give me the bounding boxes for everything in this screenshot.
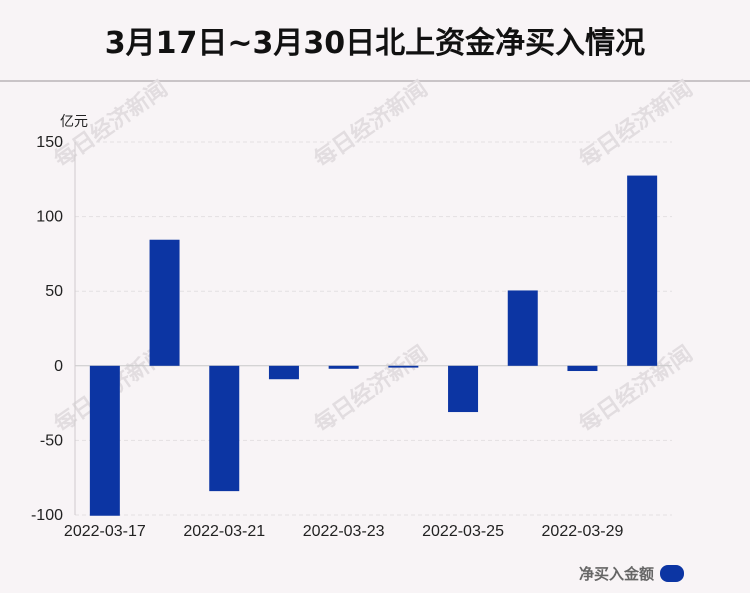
y-tick-label: 100 [36,209,63,226]
bar [328,365,359,369]
x-tick-labels: 2022-03-17 2022-03-21 2022-03-23 2022-03-25… [64,523,624,540]
x-tick-label: 2022-03-25 [422,523,504,540]
x-tick-label: 2022-03-21 [183,523,265,540]
y-tick-label: 150 [36,134,63,151]
bar [507,290,538,366]
y-tick-label: -50 [40,432,63,449]
bar [567,365,598,372]
y-tick-label: 50 [45,283,63,300]
bar [448,365,479,413]
bar [268,365,299,380]
watermark-text: 每日经济新闻 [309,341,432,438]
y-tick-label: 0 [54,358,63,375]
bar [627,175,658,366]
bar [209,365,240,492]
legend-swatch [660,565,684,582]
watermark-text: 每日经济新闻 [574,76,697,173]
y-axis-label: 亿元 [60,114,88,130]
bar [388,365,419,368]
bar [149,239,180,366]
watermarks: 每日经济新闻每日经济新闻每日经济新闻每日经济新闻每日经济新闻每日经济新闻 [49,76,697,438]
y-tick-label: -100 [31,507,63,524]
chart-title: 3月17日~3月30日北上资金净买入情况 [104,26,646,61]
legend-label: 净买入金额 [578,565,654,583]
x-tick-label: 2022-03-23 [303,523,385,540]
bar [89,365,120,516]
y-tick-labels: 150 100 50 0 -50 -100 [31,134,63,524]
x-tick-label: 2022-03-17 [64,523,146,540]
x-tick-label: 2022-03-29 [542,523,624,540]
legend: 净买入金额 [579,563,684,584]
watermark-text: 每日经济新闻 [309,76,432,173]
bars [89,175,658,516]
title-divider [0,80,750,82]
